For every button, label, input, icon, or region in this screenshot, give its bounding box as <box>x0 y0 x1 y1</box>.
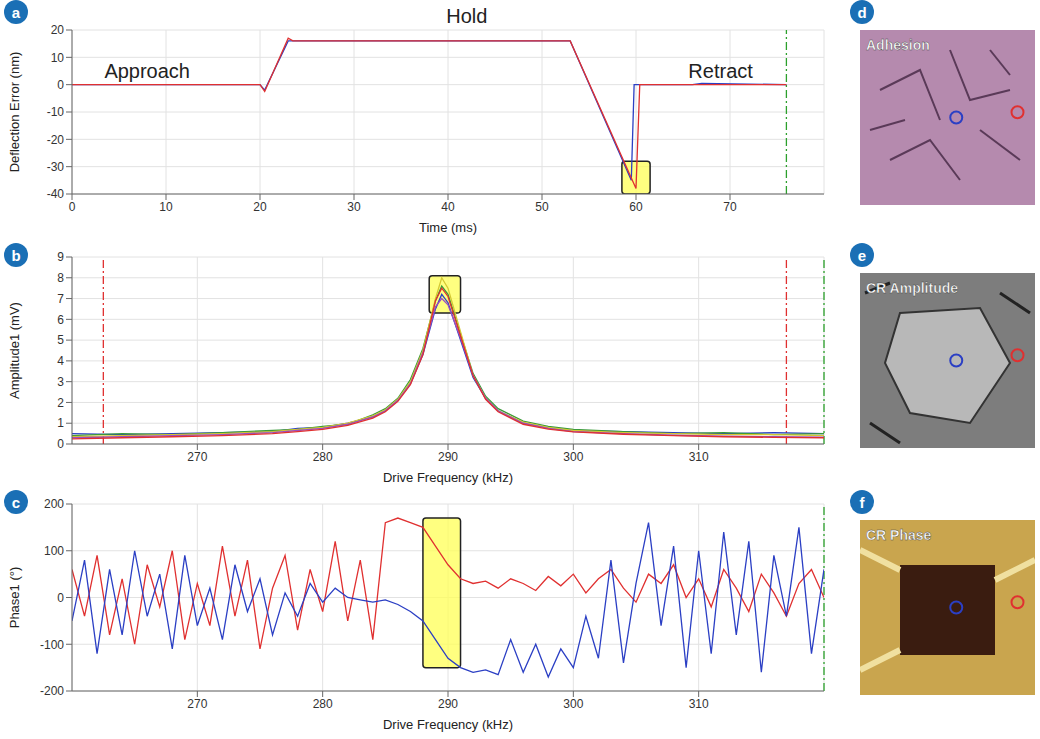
svg-text:60: 60 <box>629 200 643 214</box>
svg-text:300: 300 <box>563 450 583 464</box>
svg-text:CR Phase: CR Phase <box>866 527 932 543</box>
svg-text:200: 200 <box>44 497 64 511</box>
svg-text:0: 0 <box>57 437 64 451</box>
svg-text:Retract: Retract <box>688 60 753 82</box>
svg-text:-30: -30 <box>47 160 65 174</box>
svg-text:310: 310 <box>689 450 709 464</box>
svg-text:Adhesion: Adhesion <box>866 37 930 53</box>
svg-text:Approach: Approach <box>104 60 190 82</box>
svg-text:100: 100 <box>44 544 64 558</box>
svg-text:290: 290 <box>438 697 458 711</box>
svg-text:280: 280 <box>313 450 333 464</box>
svg-text:9: 9 <box>57 250 64 264</box>
svg-text:5: 5 <box>57 333 64 347</box>
svg-text:300: 300 <box>563 697 583 711</box>
svg-text:10: 10 <box>51 51 65 65</box>
svg-text:8: 8 <box>57 271 64 285</box>
svg-text:6: 6 <box>57 313 64 327</box>
html-text:e: e <box>857 246 867 264</box>
svg-text:0: 0 <box>57 78 64 92</box>
svg-text:270: 270 <box>187 450 207 464</box>
svg-text:Time (ms): Time (ms) <box>419 220 477 235</box>
svg-text:310: 310 <box>689 697 709 711</box>
svg-text:-10: -10 <box>47 105 65 119</box>
svg-text:Drive Frequency (kHz): Drive Frequency (kHz) <box>383 470 513 485</box>
svg-text:Deflection Error (nm): Deflection Error (nm) <box>7 52 22 173</box>
svg-text:CR Amplitude: CR Amplitude <box>866 280 958 296</box>
html-text:f: f <box>859 493 865 511</box>
html-text:d: d <box>857 3 867 21</box>
svg-text:Hold: Hold <box>446 5 487 27</box>
html-text:a: a <box>11 3 21 21</box>
svg-text:10: 10 <box>159 200 173 214</box>
svg-text:2: 2 <box>57 396 64 410</box>
svg-text:-20: -20 <box>47 133 65 147</box>
svg-text:290: 290 <box>438 450 458 464</box>
svg-text:Amplitude1 (mV): Amplitude1 (mV) <box>7 302 22 399</box>
svg-text:20: 20 <box>51 23 65 37</box>
svg-text:Drive Frequency (kHz): Drive Frequency (kHz) <box>383 717 513 732</box>
svg-text:280: 280 <box>313 697 333 711</box>
html-text:c: c <box>11 493 21 511</box>
svg-text:0: 0 <box>57 591 64 605</box>
svg-text:7: 7 <box>57 292 64 306</box>
svg-text:50: 50 <box>535 200 549 214</box>
svg-text:30: 30 <box>347 200 361 214</box>
svg-text:-200: -200 <box>40 684 64 698</box>
svg-text:-100: -100 <box>40 638 64 652</box>
html-text:b: b <box>11 246 21 264</box>
svg-text:4: 4 <box>57 354 64 368</box>
svg-text:270: 270 <box>187 697 207 711</box>
svg-text:70: 70 <box>723 200 737 214</box>
svg-text:1: 1 <box>57 416 64 430</box>
svg-text:Phase1 (°): Phase1 (°) <box>7 567 22 629</box>
svg-text:3: 3 <box>57 375 64 389</box>
svg-text:-40: -40 <box>47 187 65 201</box>
svg-text:20: 20 <box>253 200 267 214</box>
svg-text:0: 0 <box>69 200 76 214</box>
svg-text:40: 40 <box>441 200 455 214</box>
